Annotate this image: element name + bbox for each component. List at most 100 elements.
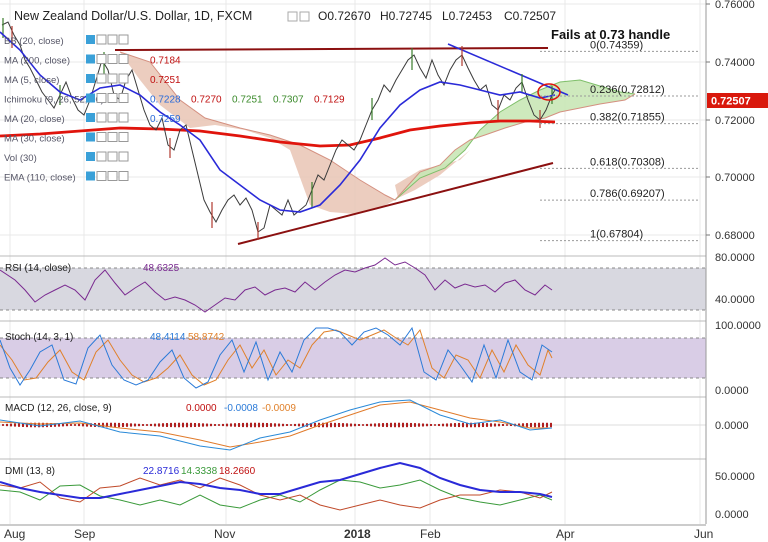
macd-hist-bar bbox=[234, 423, 236, 427]
legend-value-3-0: 0.7228 bbox=[150, 95, 181, 106]
horizontal-resistance-line[interactable] bbox=[114, 47, 549, 51]
ma-200-line bbox=[0, 119, 556, 148]
macd-hist-bar bbox=[190, 422, 192, 428]
senkou-b-line bbox=[119, 51, 636, 201]
macd-hist-bar bbox=[334, 422, 336, 428]
macd-hist-bar bbox=[178, 422, 180, 428]
macd-hist-bar bbox=[246, 422, 248, 428]
legend-close-icon-0[interactable] bbox=[107, 34, 118, 45]
ma-20-line bbox=[0, 31, 556, 213]
macd-hist-bar bbox=[478, 422, 480, 428]
rsi-pane[interactable]: RSI (14, close) 48.6325 bbox=[0, 255, 768, 313]
macd-hist-bar bbox=[86, 423, 88, 427]
legend-plus-icon-0[interactable] bbox=[118, 34, 129, 45]
legend-eye-icon-3[interactable] bbox=[86, 93, 95, 103]
main-price-pane[interactable]: 0(0.74359) 0.236(0.72812) 0.382(0.71855) 0.… bbox=[0, 0, 706, 530]
macd-hist-bar bbox=[502, 424, 504, 426]
macd-hist-bar bbox=[470, 422, 472, 428]
legend-gear-icon-6[interactable] bbox=[96, 151, 107, 162]
dmi-values-0: 22.8716 bbox=[143, 466, 180, 477]
macd-hist-bar bbox=[210, 423, 212, 427]
macd-hist-bar bbox=[226, 423, 228, 427]
legend-eye-icon-4[interactable] bbox=[86, 113, 95, 122]
legend-plus-icon-4[interactable] bbox=[118, 112, 129, 123]
legend-eye-icon-2[interactable] bbox=[86, 74, 95, 83]
descending-trendline[interactable] bbox=[447, 43, 569, 96]
macd-hist-bar bbox=[106, 422, 108, 428]
macd-values-0: 0.0000 bbox=[186, 403, 217, 414]
macd-hist-bar bbox=[250, 422, 252, 428]
legend-gear-icon-2[interactable] bbox=[96, 73, 107, 84]
macd-hist-bar bbox=[522, 423, 524, 427]
legend-gear-icon-0[interactable] bbox=[96, 34, 107, 45]
legend-gear-icon-4[interactable] bbox=[96, 112, 107, 123]
macd-hist-bar bbox=[350, 423, 352, 427]
fib-label-0: 0(0.74359) bbox=[590, 39, 643, 51]
macd-hist-bar bbox=[130, 423, 132, 427]
macd-hist-bar bbox=[422, 423, 424, 427]
legend-close-icon-4[interactable] bbox=[107, 112, 118, 123]
indicator-legend: BB (20, close) MA (200, close) 0.7184 MA (5… bbox=[4, 34, 345, 184]
price-tick-0: 0.76000 bbox=[715, 0, 755, 11]
legend-plus-icon-5[interactable] bbox=[118, 132, 129, 142]
legend-value-3-3: 0.7307 bbox=[273, 95, 304, 106]
macd-hist-bar bbox=[518, 423, 520, 427]
legend-plus-icon-1[interactable] bbox=[118, 54, 129, 64]
legend-gear-icon-3[interactable] bbox=[96, 93, 107, 103]
macd-hist-bar bbox=[218, 424, 220, 426]
macd-hist-bar bbox=[358, 424, 360, 426]
macd-hist-bar bbox=[270, 423, 272, 427]
macd-hist-bar bbox=[402, 422, 404, 428]
legend-plus-icon-7[interactable] bbox=[118, 171, 129, 181]
legend-label-3: Ichimoku (9, 26, 52, 26) bbox=[4, 95, 104, 106]
stoch-pane[interactable]: Stoch (14, 3, 1) 48.4114 58.8742 bbox=[0, 320, 768, 389]
main-grid bbox=[0, 0, 706, 530]
price-axis: 0.76000 0.74000 0.72000 0.70000 0.68000 0.72… bbox=[705, 0, 768, 530]
time-label-6: Jun bbox=[694, 527, 713, 541]
macd-hist-bar bbox=[494, 423, 496, 427]
stoch-tick-0: 100.0000 bbox=[715, 320, 761, 332]
header-icons[interactable] bbox=[287, 11, 310, 22]
legend-eye-icon-7[interactable] bbox=[86, 171, 95, 181]
legend-close-icon-1[interactable] bbox=[107, 54, 118, 64]
macd-hist-bar bbox=[538, 422, 540, 428]
macd-hist-bar bbox=[14, 423, 16, 427]
dmi-pane[interactable]: DMI (13, 8) 22.8716 14.3338 18.2660 bbox=[0, 458, 768, 511]
macd-hist-bar bbox=[162, 423, 164, 427]
stoch-tick-1: 0.0000 bbox=[715, 385, 749, 397]
legend-label-6: Vol (30) bbox=[4, 153, 37, 164]
macd-hist-bar bbox=[434, 424, 436, 426]
legend-close-icon-6[interactable] bbox=[107, 151, 118, 162]
macd-hist-bar bbox=[326, 422, 328, 428]
macd-hist-bar bbox=[186, 422, 188, 428]
fib-label-3: 0.618(0.70308) bbox=[590, 156, 665, 168]
macd-hist-bar bbox=[58, 423, 60, 427]
macd-hist-bar bbox=[410, 422, 412, 428]
legend-gear-icon-7[interactable] bbox=[96, 171, 107, 181]
legend-plus-icon-3[interactable] bbox=[118, 93, 129, 103]
legend-plus-icon-6[interactable] bbox=[118, 151, 129, 162]
macd-hist-bar bbox=[346, 423, 348, 427]
dmi-values: 22.8716 14.3338 18.2660 bbox=[143, 466, 256, 477]
legend-close-icon-3[interactable] bbox=[107, 93, 118, 103]
macd-hist-bar bbox=[438, 423, 440, 427]
legend-eye-icon-5[interactable] bbox=[86, 132, 95, 142]
legend-eye-icon-6[interactable] bbox=[86, 152, 95, 161]
macd-hist-bar bbox=[90, 423, 92, 427]
legend-close-icon-5[interactable] bbox=[107, 132, 118, 142]
time-label-4: Feb bbox=[420, 527, 441, 541]
legend-gear-icon-1[interactable] bbox=[96, 54, 107, 64]
dmi-tick-0: 50.0000 bbox=[715, 471, 755, 483]
legend-plus-icon-2[interactable] bbox=[118, 73, 129, 84]
legend-eye-icon-0[interactable] bbox=[86, 35, 95, 44]
macd-hist-bar bbox=[382, 423, 384, 427]
macd-hist-bar bbox=[322, 422, 324, 428]
ascending-trendline[interactable] bbox=[237, 162, 554, 245]
macd-pane[interactable]: MACD (12, 26, close, 9) 0.0000 -0.0008 -0.… bbox=[0, 396, 768, 451]
legend-close-icon-7[interactable] bbox=[107, 171, 118, 181]
legend-close-icon-2[interactable] bbox=[107, 73, 118, 84]
legend-gear-icon-5[interactable] bbox=[96, 132, 107, 142]
fails-annotation: Fails at 0.73 handle bbox=[551, 27, 670, 42]
legend-eye-icon-1[interactable] bbox=[86, 54, 95, 64]
